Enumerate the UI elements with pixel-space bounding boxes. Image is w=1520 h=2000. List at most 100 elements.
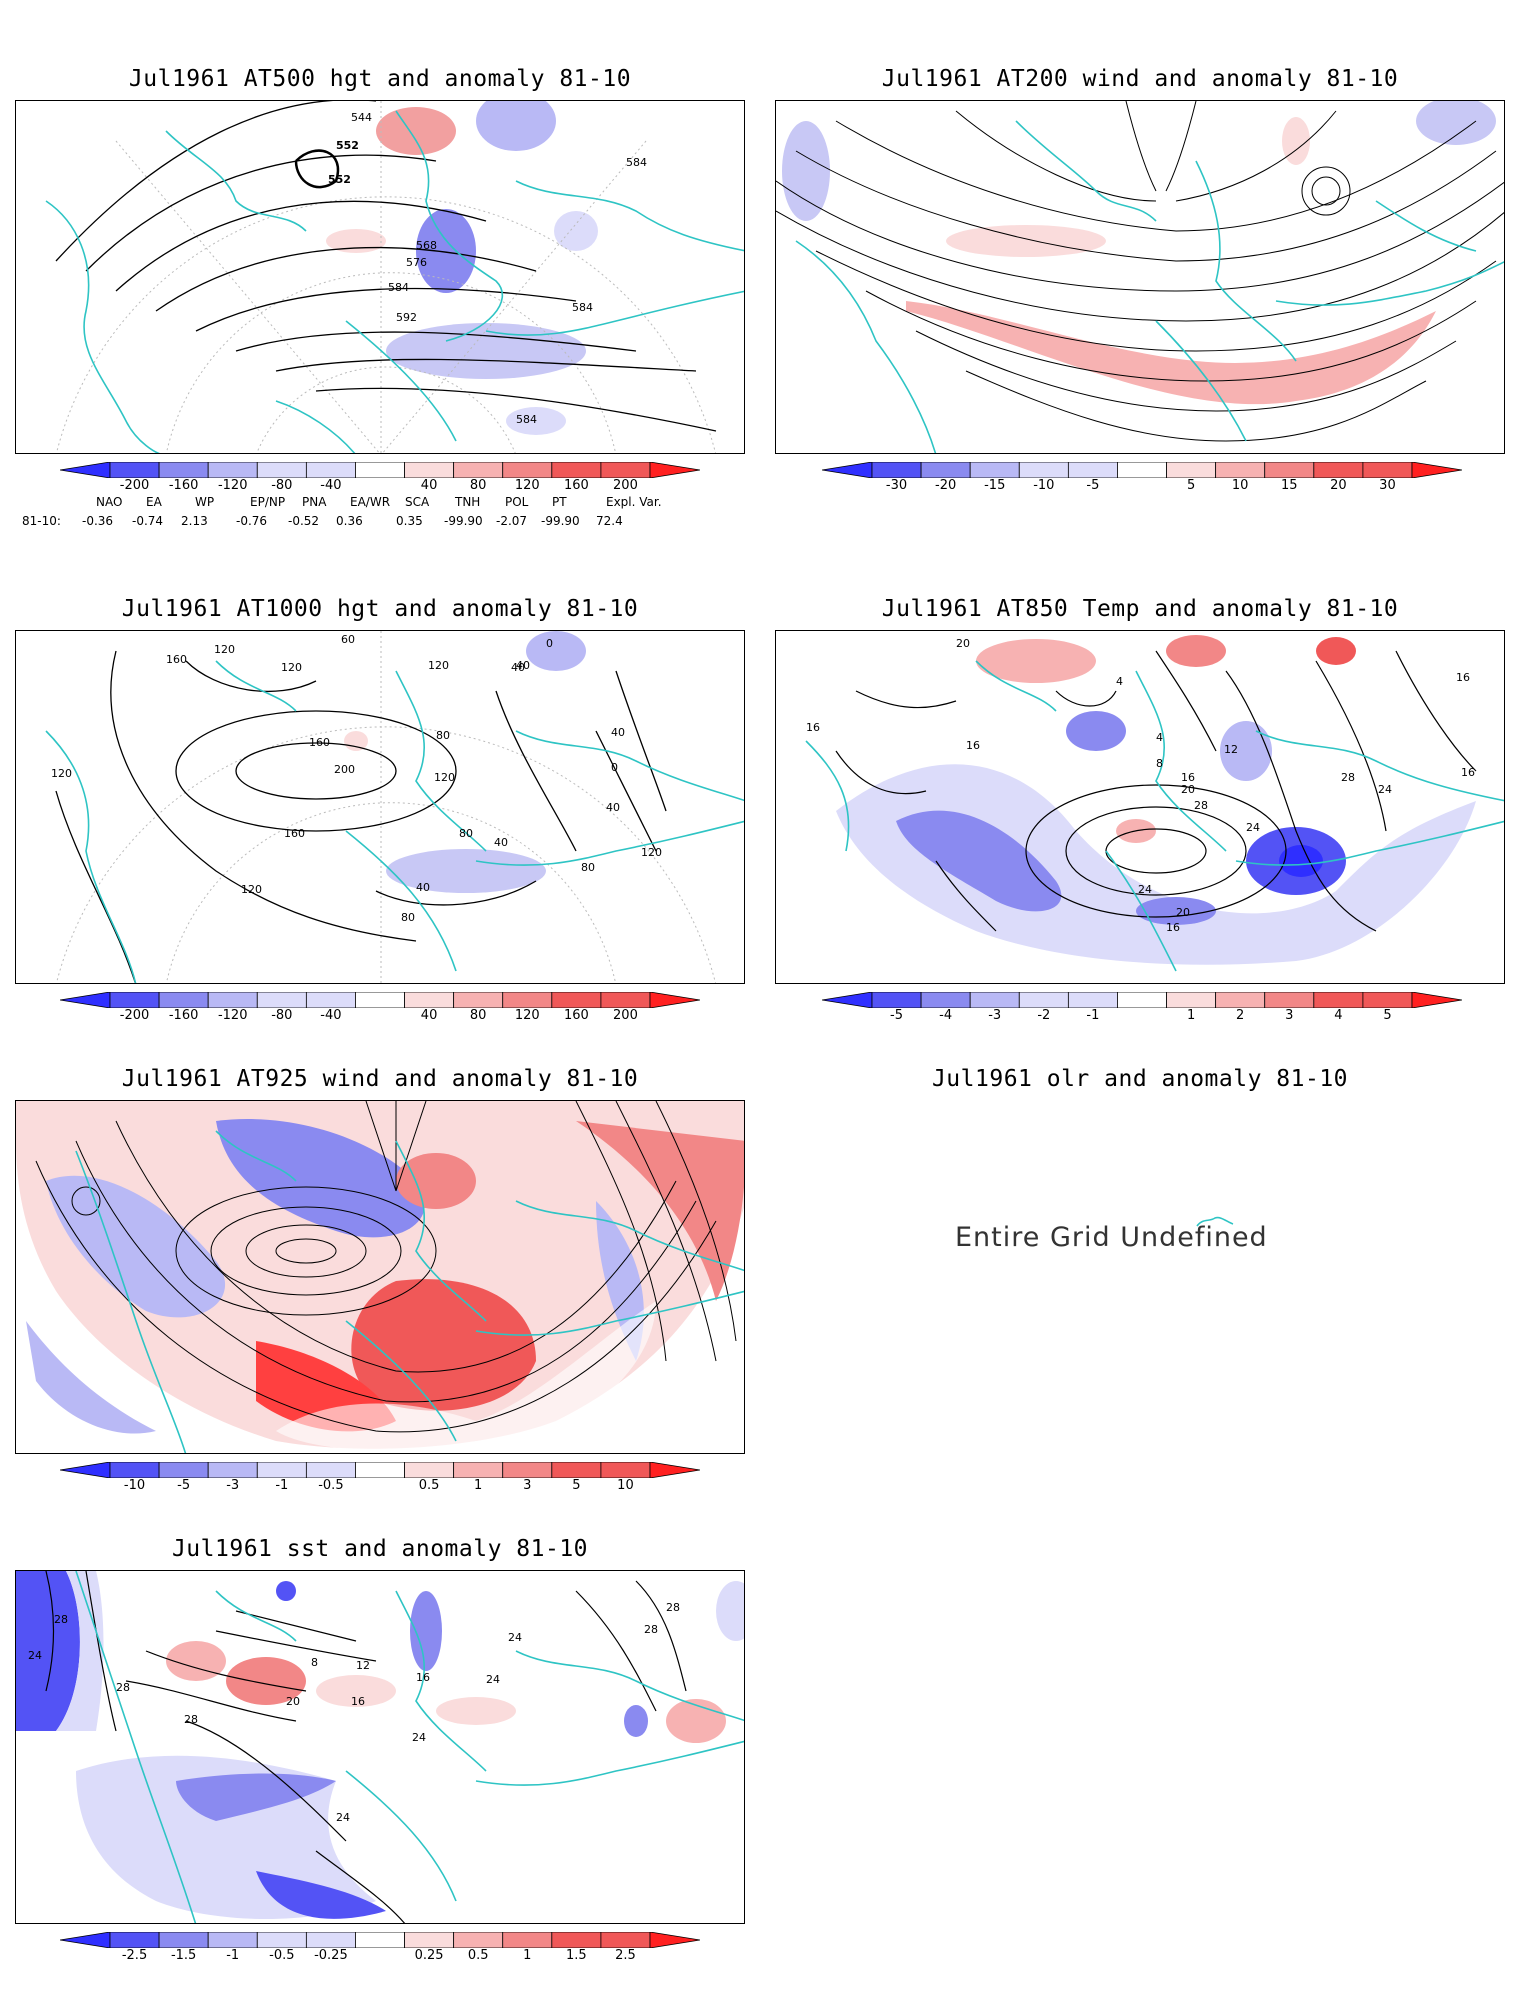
- colorbar-box: [600, 992, 651, 1008]
- coastlines: [75, 1130, 744, 1453]
- colorbar-tick-label: 5: [1383, 1008, 1392, 1023]
- panel-olr: Jul1961 olr and anomaly 81-10 Entire Gri…: [775, 1062, 1505, 1262]
- height-contours: [55, 650, 667, 983]
- colorbar-box: [158, 1932, 209, 1948]
- panel-at1000: Jul1961 AT1000 hgt and anomaly 81-10: [15, 592, 745, 992]
- colorbar-tick-label: -0.5: [318, 1478, 344, 1493]
- colorbar-box: [551, 992, 602, 1008]
- colorbar-at200: -30 -20 -15 -10 -5 5 10 15 20 30: [822, 462, 1462, 502]
- colorbar-tick-label: 30: [1379, 478, 1396, 493]
- colorbar-box: [1313, 462, 1364, 478]
- colorbar-tick-label: -160: [168, 478, 199, 493]
- panel-title: Jul1961 AT925 wind and anomaly 81-10: [121, 1066, 639, 1092]
- contour-label: 24: [1246, 821, 1260, 834]
- contour-label: 12: [1224, 743, 1238, 756]
- contour-label: 16: [806, 721, 820, 734]
- contour-label: 40: [606, 801, 620, 814]
- anomaly-shading: [344, 631, 586, 893]
- index-header: Expl. Var.: [606, 495, 662, 509]
- colorbar-box: [1313, 992, 1364, 1008]
- colorbar-box: [207, 1932, 258, 1948]
- colorbar-tick-label: -3: [988, 1008, 1002, 1023]
- contour-labels: 160 120 120 60 120 160 200 160 120 120 4…: [51, 633, 662, 924]
- colorbar-box: [453, 462, 504, 478]
- anomaly-shading: [782, 101, 1496, 405]
- colorbar-box: [404, 462, 455, 478]
- grid-lines: [56, 101, 716, 453]
- colorbar-box: [207, 1462, 258, 1478]
- contour-label: 120: [214, 643, 235, 656]
- colorbar-tick-label: 40: [420, 478, 438, 493]
- contour-label: 28: [666, 1601, 680, 1614]
- grid-lines: [56, 631, 716, 983]
- contour-label: 120: [281, 661, 302, 674]
- contour-label: 80: [581, 861, 595, 874]
- colorbar-tick-label: -2.5: [121, 1948, 148, 1963]
- colorbar-tick-label: 1: [474, 1478, 483, 1493]
- contour-label: 552: [336, 139, 359, 152]
- colorbar-box: [109, 1462, 160, 1478]
- colorbar-tick-label: 160: [563, 1008, 589, 1023]
- contour-label: 0: [546, 637, 553, 650]
- contour-label: 552: [328, 173, 351, 186]
- panel-at925: Jul1961 AT925 wind and anomaly 81-10: [15, 1062, 745, 1462]
- contour-label: 16: [966, 739, 980, 752]
- colorbar-box: [404, 1462, 455, 1478]
- panel-title: Jul1961 AT500 hgt and anomaly 81-10: [128, 66, 632, 92]
- colorbar-box: [355, 992, 405, 1008]
- colorbar-tick-label: -40: [320, 478, 342, 493]
- panel-title: Jul1961 AT1000 hgt and anomaly 81-10: [121, 596, 639, 622]
- contour-label: 4: [1116, 675, 1123, 688]
- colorbar-tick-label: -1: [275, 1478, 289, 1493]
- colorbar-box: [920, 462, 971, 478]
- coastlines: [795, 120, 1504, 453]
- contour-labels: 28 24 28 28 8 12 20 16 16 24 24 24 24 28…: [28, 1601, 680, 1824]
- map-graphic: [776, 101, 1504, 453]
- contour-label: 24: [412, 1731, 426, 1744]
- contour-label: 40: [611, 726, 625, 739]
- colorbar-box: [1018, 992, 1069, 1008]
- colorbar-tick-label: 200: [613, 478, 638, 493]
- map-at1000: 160 120 120 60 120 160 200 160 120 120 4…: [15, 630, 745, 984]
- colorbar-tick-label: 2.5: [615, 1948, 636, 1963]
- colorbar-box: [355, 1932, 405, 1948]
- colorbar-box: [158, 1462, 209, 1478]
- colorbar-tick-label: -2: [1037, 1008, 1051, 1023]
- contour-label: 28: [116, 1681, 130, 1694]
- streamlines: [776, 101, 1504, 442]
- colorbar-tick-label: 15: [1280, 478, 1298, 493]
- contour-label: 40: [494, 836, 508, 849]
- index-value: -99.90: [444, 514, 483, 528]
- sst-contours: [45, 1571, 687, 1923]
- contour-label: 16: [1181, 771, 1195, 784]
- anomaly-shading: [16, 1571, 744, 1919]
- contour-label: 16: [1166, 921, 1180, 934]
- colorbar-sst: -2.5 -1.5 -1 -0.5 -0.25 0.25 0.5 1 1.5 2.5: [60, 1932, 700, 1972]
- contour-label: 4: [1156, 731, 1163, 744]
- colorbar-tick-label: 10: [1231, 478, 1249, 493]
- contour-label: 16: [351, 1695, 365, 1708]
- contour-label: 40: [516, 659, 530, 672]
- panel-title: Jul1961 AT200 wind and anomaly 81-10: [881, 66, 1399, 92]
- index-value: -0.74: [132, 514, 164, 528]
- contour-label: 584: [572, 301, 593, 314]
- colorbar-box: [600, 1462, 651, 1478]
- index-value: -0.52: [288, 514, 320, 528]
- streamlines: [35, 1101, 737, 1433]
- colorbar-box: [109, 1932, 160, 1948]
- colorbar-tick-label: -1: [1086, 1008, 1100, 1023]
- map-graphic: 28 24 28 28 8 12 20 16 16 24 24 24 24 28…: [16, 1571, 744, 1923]
- colorbar-box: [1018, 462, 1069, 478]
- colorbar-tick-label: -10: [123, 1478, 146, 1493]
- index-header: EA/WR: [350, 495, 391, 509]
- index-value: 0.36: [336, 514, 363, 528]
- colorbar-box: [453, 1932, 504, 1948]
- colorbar-box: [453, 1462, 504, 1478]
- colorbar-tick-label: -30: [885, 478, 908, 493]
- contour-label: 24: [1138, 883, 1152, 896]
- colorbar-tick-label: 20: [1330, 478, 1347, 493]
- contour-label: 16: [1461, 766, 1475, 779]
- colorbar-box: [551, 462, 602, 478]
- colorbar-box: [1067, 462, 1118, 478]
- colorbar-tick-label: 5: [572, 1478, 581, 1493]
